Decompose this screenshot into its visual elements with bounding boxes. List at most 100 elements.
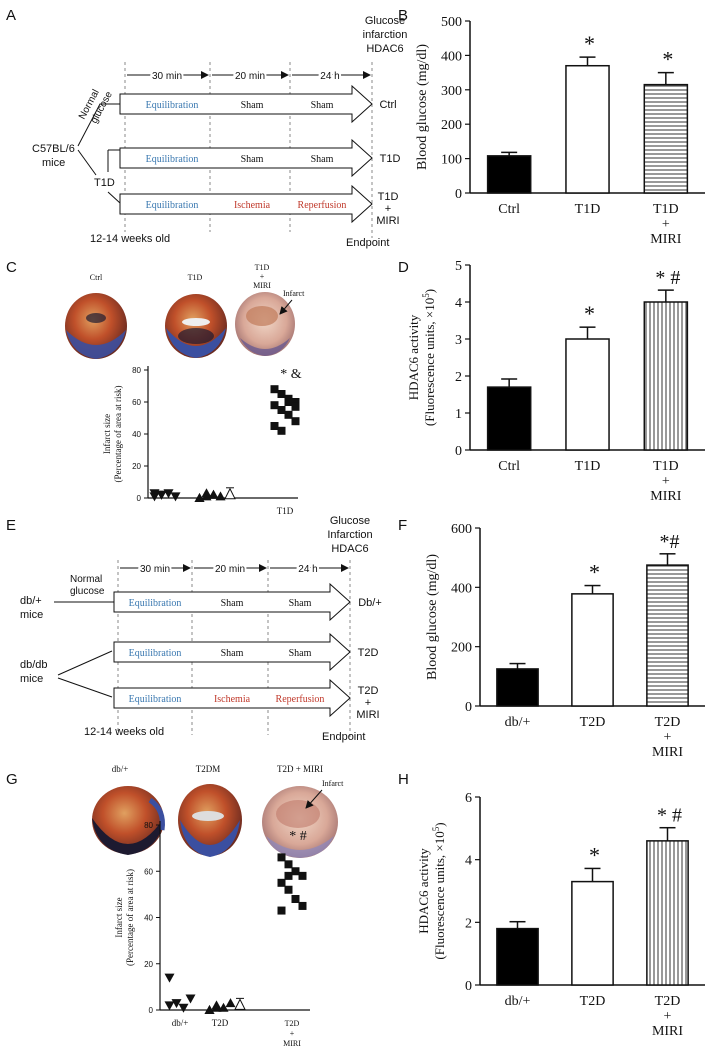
data-point — [170, 492, 181, 502]
data-point — [298, 901, 307, 910]
y-axis-label: (Percentage of area at risk) — [113, 386, 123, 483]
y-tick-label: 1 — [455, 407, 462, 422]
significance-marker: * — [584, 301, 595, 326]
heart-slice-ctrl — [65, 293, 127, 359]
heart-slice-db — [92, 786, 165, 855]
protocol-arrow — [119, 184, 373, 224]
y-tick-label: 20 — [132, 462, 141, 471]
y-tick-label: 200 — [441, 118, 462, 133]
stage-label: Ischemia — [214, 694, 251, 705]
y-tick-label: 500 — [441, 15, 462, 30]
data-point — [225, 998, 236, 1008]
data-point — [234, 998, 246, 1010]
endpoint-label: Endpoint — [322, 731, 365, 743]
x-tick-label: T1D — [653, 202, 679, 217]
y-tick-label: 600 — [451, 522, 472, 537]
age-label: 12-14 weeks old — [90, 233, 170, 245]
heart-slice-t1d — [165, 294, 227, 358]
x-tick-label: db/+ — [505, 715, 531, 730]
data-point — [270, 385, 279, 394]
data-point — [224, 487, 236, 500]
stage-label: Equilibration — [146, 100, 199, 111]
data-point — [215, 491, 226, 501]
mouse-strain-label: mice — [42, 157, 65, 169]
endpoint-label: Endpoint — [346, 237, 389, 249]
infarct-label: Infarct — [283, 289, 305, 298]
heart-label: Ctrl — [90, 273, 103, 282]
y-tick-label: 400 — [451, 581, 472, 596]
protocol-arrow — [113, 632, 351, 672]
significance-marker: * — [662, 47, 673, 72]
y-axis-label: Blood glucose (mg/dl) — [415, 44, 430, 170]
branch-label: glucose — [70, 586, 105, 597]
y-tick-label: 40 — [144, 914, 153, 923]
y-tick-label: 100 — [441, 153, 462, 168]
y-axis-label: (Percentage of area at risk) — [125, 869, 135, 966]
stage-label: Sham — [241, 100, 264, 111]
significance-marker: * # — [657, 805, 682, 827]
bar — [646, 840, 689, 986]
chart-b-blood-glucose: 0 100 200 300 400 500 Blood glucose (mg/dl) Ctr… — [415, 15, 705, 247]
y-tick-label: 3 — [455, 333, 462, 348]
heart-label: + — [260, 272, 265, 281]
panel-label-e: E — [6, 517, 16, 534]
y-tick-label: 4 — [465, 854, 472, 869]
y-tick-label: 0 — [455, 444, 462, 459]
heart-label: T2DM — [196, 764, 221, 774]
panel-label-g: G — [6, 771, 18, 788]
panel-label-b: B — [398, 7, 408, 24]
y-tick-label: 80 — [144, 821, 153, 830]
y-tick-label: 2 — [465, 916, 472, 931]
interval-label: 30 min — [152, 71, 182, 82]
significance-marker: * — [589, 560, 600, 585]
interval-label: 24 h — [320, 71, 339, 82]
branch-line — [57, 677, 113, 698]
x-tick-label: MIRI — [650, 232, 681, 247]
group-label: + — [385, 203, 391, 215]
chart-h-hdac6-activity: 0 2 4 6 HDAC6 activity (Fluorescence units, ×… — [416, 791, 705, 1039]
y-tick-label: 0 — [465, 979, 472, 994]
y-tick-label: 6 — [465, 791, 472, 806]
protocol-diagram-t1d: Glucose infarction HDAC6 30 min 20 min 2… — [32, 15, 407, 249]
y-axis-label: Infarct size — [102, 414, 112, 454]
x-tick-label: db/+ — [172, 1018, 189, 1028]
x-tick-label: T1D — [575, 202, 601, 217]
y-tick-label: 0 — [137, 494, 142, 503]
data-point — [298, 871, 307, 880]
significance-marker: * & — [280, 367, 302, 382]
y-axis-label: (Fluorescence units, ×105) — [431, 822, 447, 959]
stage-label: Sham — [289, 598, 312, 609]
y-tick-label: 60 — [144, 867, 153, 876]
branch-line — [107, 191, 121, 204]
bar — [571, 880, 614, 986]
data-point — [277, 426, 286, 435]
x-tick-label: + — [290, 1029, 295, 1038]
branch-label: Normal — [70, 574, 102, 585]
y-tick-label: 60 — [132, 398, 141, 407]
heart-label: db/+ — [112, 764, 129, 774]
protocol-diagram-t2d: Glucose Infarction HDAC6 30 min 20 min 2… — [20, 515, 382, 743]
group-label: T2D — [358, 647, 379, 659]
interval-label: 24 h — [298, 564, 317, 575]
interval-label: 20 min — [235, 71, 265, 82]
endpoint-header-line: infarction — [363, 29, 408, 41]
y-axis-label-part: (Fluorescence units, ×10 — [422, 298, 437, 426]
heart-slice-t1d-miri — [235, 292, 295, 356]
branch-line — [77, 103, 120, 147]
endpoint-header-line: HDAC6 — [366, 43, 403, 55]
data-point — [284, 860, 293, 869]
data-point — [277, 390, 286, 398]
data-point — [171, 999, 182, 1009]
y-axis-label: HDAC6 activity — [416, 848, 431, 934]
endpoint-header-line: Glucose — [365, 15, 405, 27]
interval-label: 20 min — [215, 564, 245, 575]
mouse-strain-label: db/+ — [20, 595, 42, 607]
panel-label-a: A — [6, 7, 16, 24]
infarct-label: Infarct — [322, 779, 344, 788]
y-tick-label: 40 — [132, 430, 141, 439]
bar — [565, 64, 610, 194]
data-point — [277, 906, 286, 915]
stage-label: Equilibration — [129, 598, 182, 609]
group-label: T2D — [358, 685, 379, 697]
